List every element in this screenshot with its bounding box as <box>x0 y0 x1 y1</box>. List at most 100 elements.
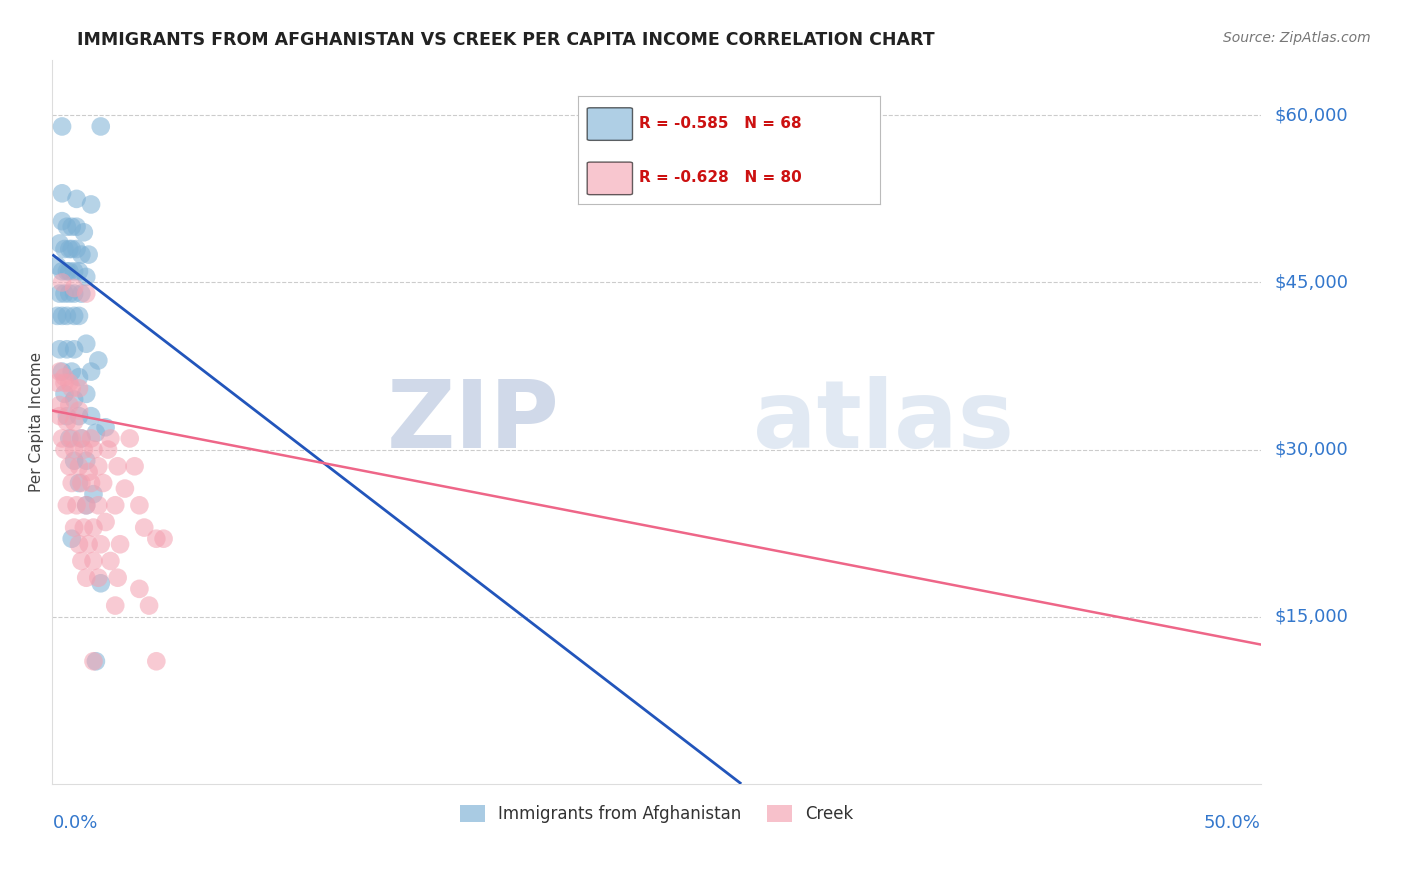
Point <box>53 286 76 301</box>
Point <box>90 120 112 134</box>
Point <box>80 197 103 211</box>
Point <box>75 498 97 512</box>
Point <box>87 459 110 474</box>
Point <box>63 343 86 357</box>
Point <box>65 192 87 206</box>
Point <box>94 420 117 434</box>
Point <box>70 286 93 301</box>
Point <box>48 365 70 379</box>
Point <box>84 654 107 668</box>
Point <box>67 309 90 323</box>
Point <box>58 242 80 256</box>
Text: $30,000: $30,000 <box>1275 441 1348 458</box>
Point <box>128 498 150 512</box>
Point <box>46 309 69 323</box>
Point <box>75 571 97 585</box>
Text: $60,000: $60,000 <box>1275 106 1348 124</box>
Point <box>67 409 90 424</box>
Point <box>75 269 97 284</box>
Point <box>114 482 136 496</box>
Point <box>65 498 87 512</box>
Point <box>91 475 114 490</box>
Point <box>56 498 79 512</box>
Point <box>97 442 120 457</box>
Point <box>53 376 76 390</box>
Point <box>75 286 97 301</box>
Point <box>56 309 79 323</box>
Point <box>51 214 73 228</box>
Point <box>70 247 93 261</box>
Point <box>58 459 80 474</box>
Point <box>51 120 73 134</box>
Point <box>48 236 70 251</box>
Point <box>60 219 83 234</box>
Point <box>53 442 76 457</box>
Point <box>51 432 73 446</box>
Text: atlas: atlas <box>754 376 1014 467</box>
Point <box>82 520 104 534</box>
Text: $45,000: $45,000 <box>1275 274 1348 292</box>
Point <box>75 336 97 351</box>
Point <box>118 432 141 446</box>
Y-axis label: Per Capita Income: Per Capita Income <box>30 351 44 491</box>
Point <box>67 381 90 395</box>
Point <box>145 654 167 668</box>
Point <box>84 425 107 440</box>
Point <box>63 392 86 407</box>
Point <box>58 398 80 412</box>
Point <box>152 532 174 546</box>
Point <box>100 432 122 446</box>
Point <box>53 242 76 256</box>
Point <box>48 343 70 357</box>
Point <box>56 409 79 424</box>
Point <box>63 520 86 534</box>
Point <box>75 387 97 401</box>
Point <box>58 432 80 446</box>
Point <box>51 309 73 323</box>
Point <box>46 376 69 390</box>
Point <box>82 442 104 457</box>
Point <box>67 264 90 278</box>
Point <box>53 370 76 384</box>
Point <box>48 409 70 424</box>
Point <box>73 520 96 534</box>
Point <box>82 654 104 668</box>
Text: IMMIGRANTS FROM AFGHANISTAN VS CREEK PER CAPITA INCOME CORRELATION CHART: IMMIGRANTS FROM AFGHANISTAN VS CREEK PER… <box>77 31 935 49</box>
Point <box>128 582 150 596</box>
Point <box>70 475 93 490</box>
Point <box>51 276 73 290</box>
Point <box>94 515 117 529</box>
Point <box>58 264 80 278</box>
Point <box>70 554 93 568</box>
Point <box>60 242 83 256</box>
Point <box>73 225 96 239</box>
Point <box>80 475 103 490</box>
Point <box>80 432 103 446</box>
Point <box>48 286 70 301</box>
Point <box>90 576 112 591</box>
Point <box>82 554 104 568</box>
Point <box>80 365 103 379</box>
Point <box>48 398 70 412</box>
Point <box>58 376 80 390</box>
Point <box>134 520 156 534</box>
Point <box>65 242 87 256</box>
Point <box>67 459 90 474</box>
Point <box>60 475 83 490</box>
Point <box>63 442 86 457</box>
Point <box>100 554 122 568</box>
Point <box>70 432 93 446</box>
Point <box>58 286 80 301</box>
Point <box>67 370 90 384</box>
Point <box>63 286 86 301</box>
Text: 0.0%: 0.0% <box>52 814 98 832</box>
Point <box>108 537 131 551</box>
Point <box>67 403 90 417</box>
Point <box>67 475 90 490</box>
Point <box>60 532 83 546</box>
Point <box>75 498 97 512</box>
Point <box>73 442 96 457</box>
Point <box>138 599 160 613</box>
Point <box>56 415 79 429</box>
Point <box>87 353 110 368</box>
